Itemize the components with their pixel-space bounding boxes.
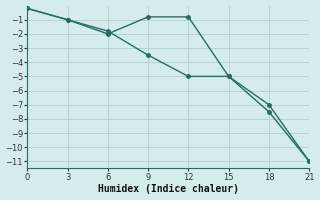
X-axis label: Humidex (Indice chaleur): Humidex (Indice chaleur) xyxy=(98,184,239,194)
